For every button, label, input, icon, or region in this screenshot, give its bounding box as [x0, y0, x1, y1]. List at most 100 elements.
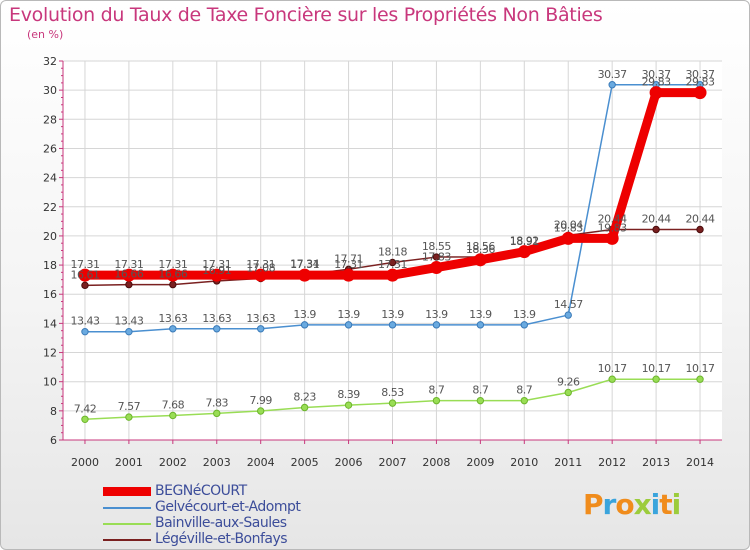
data-label: 30.37: [686, 68, 715, 81]
data-label: 13.9: [513, 308, 536, 321]
data-label: 13.63: [246, 312, 275, 325]
data-point: [169, 325, 177, 333]
data-label: 16.61: [70, 268, 99, 281]
data-point: [608, 375, 616, 383]
y-tick-label: 24: [43, 172, 57, 185]
data-label: 13.63: [202, 312, 231, 325]
data-point: [254, 268, 268, 282]
proxiti-logo: Proxiti: [583, 488, 682, 521]
data-label: 8.39: [337, 388, 360, 401]
data-label: 9.26: [557, 375, 580, 388]
logo-letter: r: [602, 488, 617, 521]
x-tick-label: 2013: [642, 456, 670, 469]
data-label: 29.83: [642, 76, 671, 89]
y-tick-label: 14: [43, 317, 57, 330]
data-label: 17.31: [378, 258, 407, 271]
data-point: [122, 268, 136, 282]
data-label: 18.55: [422, 240, 451, 253]
data-label: 10.17: [686, 362, 715, 375]
data-label: 13.9: [293, 308, 316, 321]
x-tick-label: 2010: [510, 456, 538, 469]
x-tick-label: 2005: [291, 456, 319, 469]
data-point: [125, 413, 133, 421]
data-point: [520, 396, 528, 405]
logo-letter: t: [659, 488, 672, 521]
data-label: 18.56: [466, 240, 495, 253]
data-label: 17.31: [70, 258, 99, 271]
data-label: 16.66: [114, 268, 143, 281]
logo-letter: i: [671, 488, 682, 521]
data-point: [605, 231, 619, 245]
chart-title: Evolution du Taux de Taxe Foncière sur l…: [9, 4, 603, 26]
data-point: [81, 281, 89, 290]
data-point: [344, 321, 353, 329]
data-point: [81, 415, 89, 424]
data-label: 10.17: [598, 362, 627, 375]
data-label: 29.83: [686, 76, 715, 89]
y-tick-label: 28: [43, 113, 57, 126]
data-label: 13.9: [425, 308, 448, 321]
data-label: 13.9: [381, 308, 404, 321]
y-tick-label: 30: [43, 84, 57, 97]
x-tick-label: 2000: [71, 456, 99, 469]
data-point: [388, 321, 397, 329]
y-tick-label: 8: [50, 405, 57, 418]
data-point: [257, 407, 265, 415]
data-label: 8.7: [428, 384, 444, 397]
data-label: 7.83: [206, 396, 229, 409]
y-tick-label: 6: [50, 434, 57, 447]
data-point: [473, 253, 487, 267]
data-label: 13.43: [114, 315, 143, 328]
data-label: 17.83: [422, 251, 451, 264]
data-label: 18.36: [466, 243, 495, 256]
data-point: [213, 325, 221, 333]
data-point: [432, 396, 441, 405]
data-point: [388, 399, 397, 407]
data-point: [298, 268, 312, 282]
line-chart: 6 8 10 12 14 16 18 20 22 24 26 28 30 32 2000 2001 2002 20…: [43, 55, 722, 469]
data-point: [476, 396, 485, 405]
data-point: [81, 327, 89, 336]
data-point: [652, 375, 660, 383]
data-point: [78, 268, 92, 282]
data-point: [429, 261, 443, 275]
data-point: [300, 403, 309, 412]
data-label: 13.9: [337, 308, 360, 321]
data-point: [564, 388, 572, 397]
x-tick-label: 2006: [335, 456, 363, 469]
data-point: [561, 231, 575, 245]
data-label: 18.92: [510, 235, 539, 248]
x-tick-label: 2007: [379, 456, 407, 469]
data-point: [386, 268, 399, 282]
data-label: 16.91: [202, 264, 231, 277]
data-point: [564, 311, 572, 319]
data-point: [517, 245, 531, 259]
x-tick-label: 2012: [598, 456, 626, 469]
x-tick-label: 2014: [686, 456, 714, 469]
data-label: 7.42: [74, 402, 97, 415]
x-tick-label: 2003: [203, 456, 231, 469]
logo-letter: i: [650, 488, 661, 521]
data-point: [169, 411, 177, 420]
data-label: 30.37: [598, 68, 627, 81]
data-point: [342, 268, 356, 282]
data-label: 13.43: [70, 315, 99, 328]
data-label: 20.44: [686, 213, 715, 226]
y-tick-label: 22: [43, 201, 57, 214]
data-point: [213, 409, 221, 418]
legend-label: Bainville-aux-Saules: [155, 515, 287, 531]
y-tick-label: 32: [43, 55, 57, 68]
data-label: 17.31: [202, 258, 231, 271]
data-label: 18.91: [510, 235, 539, 248]
data-label: 17.31: [158, 258, 187, 271]
data-point: [432, 253, 441, 261]
x-tick-label: 2004: [247, 456, 275, 469]
y-tick-label: 10: [43, 376, 57, 389]
data-point: [169, 280, 177, 289]
logo-letter: x: [633, 488, 652, 521]
data-label: 7.68: [162, 399, 185, 412]
data-point: [652, 225, 660, 234]
data-label: 13.63: [158, 312, 187, 325]
data-label: 16.66: [158, 268, 187, 281]
